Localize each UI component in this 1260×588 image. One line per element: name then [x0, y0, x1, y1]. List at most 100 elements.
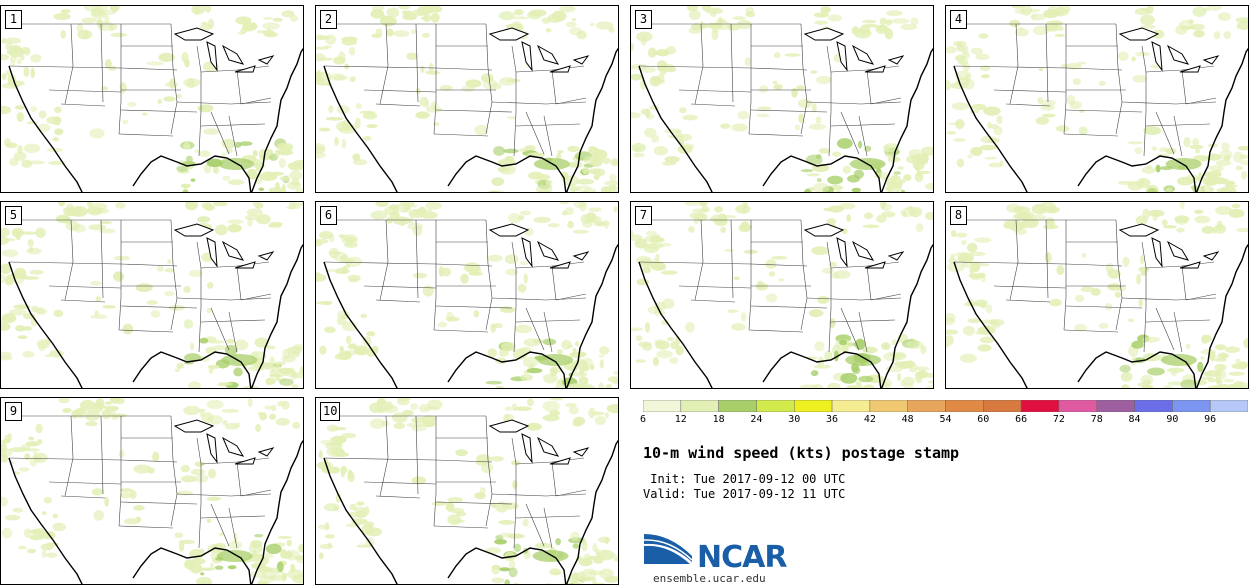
wind-shading [912, 159, 925, 171]
wind-shading [638, 258, 652, 267]
wind-shading [385, 16, 394, 26]
wind-shading [269, 222, 283, 227]
wind-shading [565, 21, 577, 28]
wind-shading [216, 382, 229, 387]
wind-shading [574, 341, 580, 347]
wind-shading [227, 179, 245, 186]
state-border [8, 261, 122, 265]
wind-shading [262, 16, 273, 20]
wind-shading [1, 73, 7, 81]
wind-shading [588, 207, 602, 212]
map-panel-member-3: 3 [630, 5, 934, 193]
wind-shading [827, 14, 842, 22]
wind-shading [1220, 353, 1228, 357]
wind-shading [612, 186, 618, 192]
wind-shading [1120, 371, 1133, 382]
wind-shading [1009, 19, 1021, 28]
wind-shading [204, 6, 212, 13]
wind-shading [52, 522, 67, 532]
wind-shading [347, 469, 353, 479]
wind-shading [634, 238, 648, 249]
wind-shading [133, 464, 152, 474]
wind-shading [595, 548, 600, 556]
state-border [491, 101, 587, 105]
wind-shading [514, 324, 533, 334]
wind-shading [197, 216, 211, 223]
wind-shading [206, 496, 222, 501]
wind-shading [903, 174, 912, 181]
wind-shading [1207, 6, 1223, 11]
wind-shading [1179, 202, 1185, 210]
wind-shading [209, 562, 215, 570]
wind-shading [632, 152, 645, 158]
state-border [511, 45, 517, 157]
wind-shading [30, 53, 42, 63]
state-border [363, 481, 437, 485]
wind-shading [267, 345, 276, 350]
wind-shading [631, 73, 643, 81]
wind-shading [292, 421, 301, 430]
wind-shading [956, 158, 965, 168]
wind-shading [60, 9, 71, 14]
wind-shading [347, 343, 358, 350]
state-border [120, 109, 198, 113]
wind-shading [58, 202, 66, 207]
wind-shading [282, 348, 290, 360]
wind-shading [631, 234, 643, 241]
wind-shading [1118, 51, 1129, 61]
wind-shading [827, 175, 843, 185]
wind-shading [757, 106, 772, 111]
wind-shading [610, 576, 618, 580]
wind-shading [255, 423, 262, 432]
wind-shading [249, 571, 266, 578]
wind-shading [958, 58, 969, 66]
wind-shading [16, 58, 22, 65]
wind-shading [1241, 170, 1248, 180]
wind-shading [183, 319, 194, 329]
state-border [64, 415, 74, 497]
wind-shading [292, 574, 303, 584]
coastline [953, 47, 1248, 192]
wind-shading [810, 370, 819, 377]
wind-shading [92, 405, 103, 413]
wind-shading [979, 336, 995, 344]
wind-shading [1098, 322, 1109, 329]
wind-shading [222, 420, 228, 426]
wind-shading [66, 210, 74, 216]
state-border [1145, 261, 1215, 269]
wind-shading [831, 151, 842, 157]
wind-shading [1134, 51, 1151, 57]
wind-shading [988, 162, 1004, 168]
wind-shading [796, 85, 805, 91]
wind-shading [884, 145, 889, 154]
wind-shading [806, 173, 821, 177]
state-border [1005, 103, 1051, 107]
wind-shading [1235, 358, 1241, 364]
state-border [511, 437, 517, 549]
wind-shading [389, 210, 400, 220]
state-border [1141, 241, 1147, 353]
wind-shading [1, 105, 12, 115]
wind-shading [884, 153, 897, 158]
wind-shading [214, 224, 228, 236]
wind-shading [520, 373, 533, 381]
state-border [228, 507, 238, 549]
wind-shading [99, 228, 116, 234]
wind-shading [840, 372, 858, 384]
wind-shading [198, 150, 211, 158]
wind-shading [365, 527, 383, 537]
wind-shading [227, 219, 244, 225]
wind-shading [545, 28, 552, 33]
state-border [120, 67, 178, 71]
state-border [491, 297, 587, 301]
wind-shading [26, 548, 37, 554]
wind-shading [1140, 24, 1156, 29]
state-border [555, 293, 587, 301]
wind-shading [200, 23, 213, 31]
wind-shading [613, 206, 618, 213]
state-border [118, 133, 174, 137]
state-border [60, 299, 106, 303]
wind-shading [112, 271, 125, 282]
state-border [60, 103, 106, 107]
wind-shading [1189, 144, 1204, 150]
